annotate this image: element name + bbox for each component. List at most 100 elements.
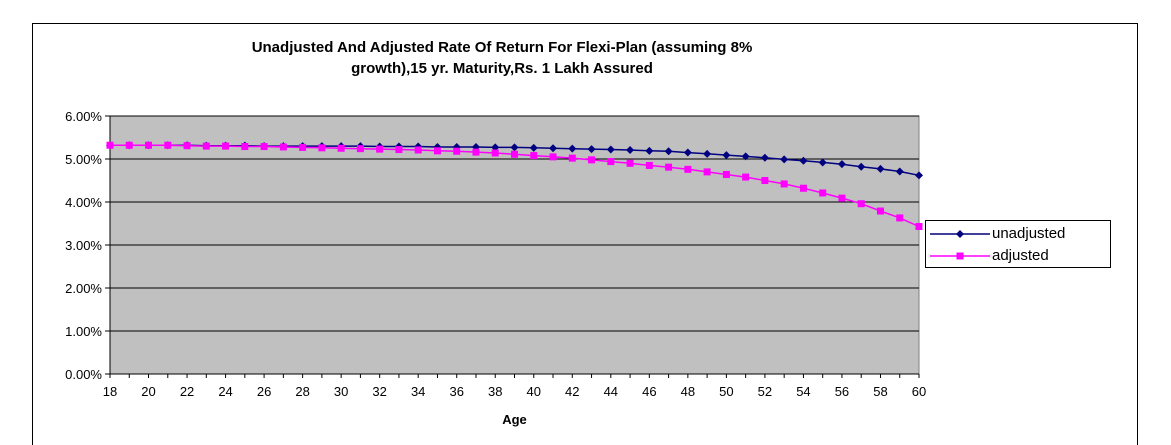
data-point-adjusted (453, 147, 461, 155)
data-point-adjusted (568, 154, 576, 162)
y-tick-label: 2.00% (65, 281, 102, 296)
y-tick-label: 1.00% (65, 324, 102, 339)
data-point-adjusted (279, 143, 287, 151)
data-point-adjusted (761, 177, 769, 184)
data-point-adjusted (260, 143, 268, 151)
x-tick-label: 42 (565, 384, 579, 399)
x-tick-label: 44 (604, 384, 618, 399)
chart-title-line-2: growth),15 yr. Maturity,Rs. 1 Lakh Assur… (351, 60, 653, 77)
x-axis-title: Age (502, 412, 527, 427)
data-point-unadjusted (818, 158, 827, 167)
data-point-unadjusted (760, 153, 769, 162)
x-tick-label: 54 (796, 384, 810, 399)
x-tick-label: 24 (218, 384, 232, 399)
x-tick-label: 30 (334, 384, 348, 399)
data-point-adjusted (202, 142, 210, 150)
x-tick-label: 18 (103, 384, 117, 399)
data-point-adjusted (838, 194, 846, 202)
data-point-unadjusted (587, 145, 596, 154)
y-tick-label: 5.00% (65, 152, 102, 167)
x-tick-label: 50 (719, 384, 733, 399)
chart-title: Unadjusted And Adjusted Rate Of Return F… (32, 37, 972, 79)
data-point-adjusted (742, 173, 750, 181)
data-point-unadjusted (664, 147, 673, 156)
data-point-unadjusted (491, 143, 500, 152)
x-tick-label: 36 (449, 384, 463, 399)
data-point-adjusted (857, 200, 865, 208)
data-point-adjusted (530, 152, 538, 160)
data-point-unadjusted (895, 167, 904, 176)
data-point-adjusted (164, 141, 172, 149)
legend-label-unadjusted: unadjusted (992, 225, 1066, 242)
legend-item-unadjusted: unadjusted (926, 223, 1112, 245)
data-point-unadjusted (741, 152, 750, 161)
y-tick-label: 3.00% (65, 238, 102, 253)
data-point-adjusted (876, 207, 884, 215)
x-tick-label: 20 (141, 384, 155, 399)
x-tick-label: 22 (180, 384, 194, 399)
data-point-unadjusted (780, 155, 789, 164)
data-point-unadjusted (915, 171, 923, 180)
x-tick-label: 34 (411, 384, 425, 399)
y-tick-label: 4.00% (65, 195, 102, 210)
chart-legend: unadjusted adjusted (925, 220, 1111, 268)
x-tick-label: 52 (758, 384, 772, 399)
data-point-adjusted (299, 143, 307, 151)
legend-swatch-unadjusted (930, 230, 990, 238)
data-point-adjusted (722, 170, 730, 178)
data-point-adjusted (125, 141, 133, 149)
x-tick-label: 28 (295, 384, 309, 399)
data-point-unadjusted (703, 149, 712, 158)
x-tick-label: 58 (873, 384, 887, 399)
data-point-adjusted (337, 144, 345, 152)
data-point-adjusted (665, 163, 673, 171)
chart-title-line-1: Unadjusted And Adjusted Rate Of Return F… (251, 39, 753, 56)
x-tick-label: 46 (642, 384, 656, 399)
data-point-unadjusted (549, 144, 558, 153)
data-point-adjusted (222, 142, 230, 150)
data-point-adjusted (703, 168, 711, 176)
data-point-adjusted (549, 153, 557, 161)
x-tick-label: 38 (488, 384, 502, 399)
data-point-unadjusted (876, 164, 885, 173)
data-point-unadjusted (568, 144, 577, 153)
data-point-adjusted (588, 156, 596, 164)
data-point-unadjusted (529, 143, 538, 152)
data-point-adjusted (356, 145, 364, 153)
data-point-adjusted (183, 142, 191, 150)
data-point-adjusted (241, 143, 249, 151)
data-point-adjusted (511, 150, 518, 158)
data-point-adjusted (819, 189, 827, 197)
data-point-unadjusted (857, 162, 866, 171)
data-point-adjusted (491, 149, 499, 157)
x-tick-label: 48 (681, 384, 695, 399)
legend-item-adjusted: adjusted (926, 245, 1112, 267)
data-point-adjusted (799, 184, 807, 192)
data-point-adjusted (915, 223, 923, 231)
y-tick-label: 6.00% (65, 109, 102, 124)
legend-swatch-adjusted (930, 252, 990, 260)
x-tick-label: 40 (527, 384, 541, 399)
data-point-adjusted (376, 145, 384, 153)
data-point-unadjusted (799, 156, 808, 165)
data-point-adjusted (472, 148, 480, 156)
y-tick-label: 0.00% (65, 367, 102, 382)
data-point-adjusted (780, 180, 788, 188)
data-point-unadjusted (510, 143, 519, 152)
data-point-adjusted (395, 146, 403, 154)
data-point-adjusted (645, 161, 653, 169)
data-point-unadjusted (683, 148, 692, 157)
data-point-adjusted (318, 144, 326, 152)
data-point-adjusted (896, 214, 904, 222)
x-tick-label: 60 (912, 384, 926, 399)
data-point-unadjusted (645, 146, 654, 155)
data-point-adjusted (607, 158, 615, 166)
data-point-adjusted (414, 146, 422, 154)
x-tick-label: 56 (835, 384, 849, 399)
data-point-unadjusted (837, 160, 846, 169)
data-point-unadjusted (722, 151, 731, 160)
data-point-adjusted (106, 141, 114, 149)
data-point-adjusted (145, 141, 153, 149)
legend-label-adjusted: adjusted (992, 247, 1049, 264)
